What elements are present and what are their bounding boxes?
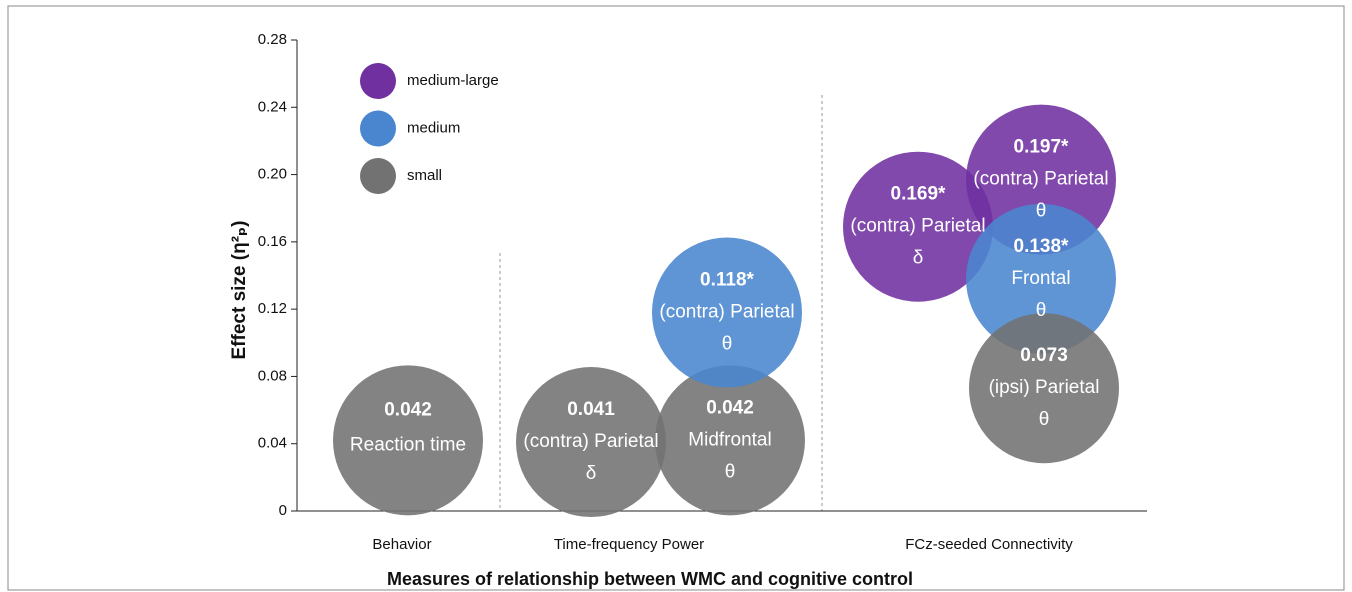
bubble-value-label: 0.197* [1014,137,1070,158]
legend-swatch [360,158,396,194]
bubble-measure: (contra) Parietal [523,431,658,452]
bubble [843,151,993,302]
bubble-value-label: 0.169* [891,184,947,205]
legend-label: medium-large [407,72,499,89]
bubble-value-label: 0.041 [567,399,615,420]
bubble [516,367,666,518]
bubble-measure: (contra) Parietal [973,169,1108,190]
bubble-value-label: 0.118* [700,270,754,291]
bubble [333,365,483,516]
legend-swatch [360,63,396,99]
y-tick-label: 0 [279,502,287,519]
y-tick-label: 0.20 [258,166,287,183]
y-axis-title: Effect size (η²ₚ) [229,221,250,360]
bubble-band: θ [725,461,736,482]
bubble-band: θ [722,334,733,355]
y-tick-label: 0.12 [258,300,287,317]
y-tick-label: 0.16 [258,233,287,250]
bubble-band: θ [1036,201,1047,222]
y-tick-label: 0.24 [258,98,287,115]
bubble-value-label: 0.073 [1020,345,1068,366]
legend-swatch [360,110,396,147]
bubble-value-label: 0.042 [384,399,432,420]
bubble-band: δ [913,248,924,269]
bubble-band: θ [1039,409,1050,430]
bubble-band: δ [586,463,597,484]
bubble [969,313,1119,464]
x-tick-label: Behavior [372,536,431,553]
x-axis-title: Measures of relationship between WMC and… [387,569,913,589]
frame [7,5,1345,591]
bubble [966,203,1116,354]
y-tick-label: 0.28 [258,31,287,48]
bubble-value-label: 0.138* [1014,236,1070,257]
bubble-measure: (contra) Parietal [850,216,985,237]
bubble-band: θ [1036,300,1047,321]
bubble-measure: (ipsi) Parietal [989,377,1100,398]
bubble-measure: Reaction time [350,434,466,455]
bubble-measure: (contra) Parietal [659,302,794,323]
x-tick-label: FCz-seeded Connectivity [905,536,1073,553]
y-tick-label: 0.04 [258,435,287,452]
bubble-value-label: 0.042 [706,397,754,418]
bubble-measure: Midfrontal [688,429,771,450]
legend-label: medium [407,119,460,136]
bubble [655,365,805,516]
legend-label: small [407,167,442,184]
y-tick-label: 0.08 [258,367,287,384]
x-tick-label: Time-frequency Power [554,536,704,553]
bubble [652,237,802,388]
bubble-measure: Frontal [1011,268,1070,289]
